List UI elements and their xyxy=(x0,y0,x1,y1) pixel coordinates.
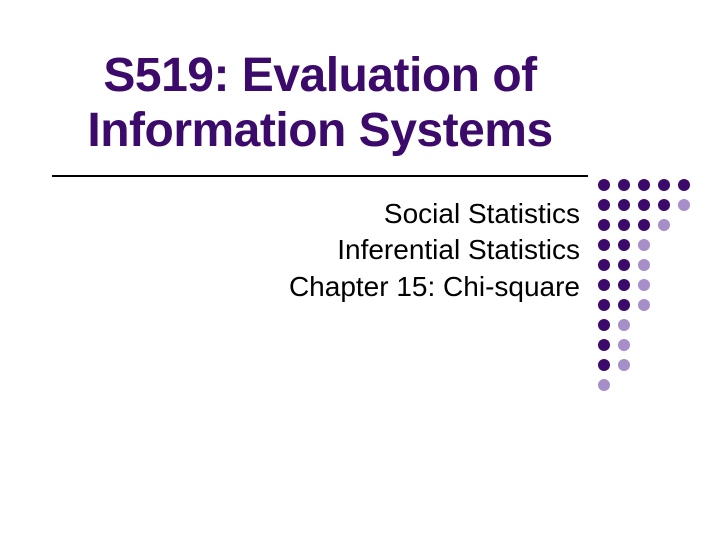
dot-row xyxy=(598,279,690,291)
dot-row xyxy=(598,259,690,271)
dot xyxy=(598,219,610,231)
dot xyxy=(618,359,630,371)
dot xyxy=(598,279,610,291)
slide: S519: Evaluation of Information Systems … xyxy=(0,0,720,540)
dot-row xyxy=(598,199,690,211)
dot xyxy=(618,279,630,291)
decorative-dot-grid xyxy=(598,179,690,399)
subtitle-line-1: Social Statistics xyxy=(60,196,580,232)
dot-row xyxy=(598,179,690,191)
dot-row xyxy=(598,359,690,371)
dot xyxy=(598,299,610,311)
dot-row xyxy=(598,339,690,351)
dot xyxy=(618,319,630,331)
dot xyxy=(638,299,650,311)
dot xyxy=(618,199,630,211)
dot xyxy=(598,359,610,371)
dot xyxy=(678,179,690,191)
dot xyxy=(658,219,670,231)
dot xyxy=(598,339,610,351)
dot xyxy=(618,179,630,191)
subtitle-block: Social Statistics Inferential Statistics… xyxy=(60,196,580,305)
dot-row xyxy=(598,299,690,311)
dot xyxy=(618,339,630,351)
title-divider xyxy=(52,175,588,177)
dot xyxy=(598,179,610,191)
dot-row xyxy=(598,379,690,391)
dot xyxy=(658,179,670,191)
dot xyxy=(618,239,630,251)
subtitle-line-3: Chapter 15: Chi-square xyxy=(60,269,580,305)
dot xyxy=(598,239,610,251)
dot xyxy=(598,319,610,331)
dot xyxy=(638,259,650,271)
dot xyxy=(638,219,650,231)
dot xyxy=(598,379,610,391)
dot xyxy=(618,259,630,271)
dot xyxy=(678,199,690,211)
dot-row xyxy=(598,219,690,231)
slide-title: S519: Evaluation of Information Systems xyxy=(60,48,580,158)
dot xyxy=(618,219,630,231)
title-block: S519: Evaluation of Information Systems xyxy=(60,48,580,158)
dot xyxy=(598,199,610,211)
dot xyxy=(638,279,650,291)
dot xyxy=(618,299,630,311)
dot xyxy=(658,199,670,211)
dot-row xyxy=(598,319,690,331)
dot xyxy=(638,239,650,251)
subtitle-line-2: Inferential Statistics xyxy=(60,232,580,268)
dot xyxy=(638,199,650,211)
dot xyxy=(598,259,610,271)
dot xyxy=(638,179,650,191)
dot-row xyxy=(598,239,690,251)
